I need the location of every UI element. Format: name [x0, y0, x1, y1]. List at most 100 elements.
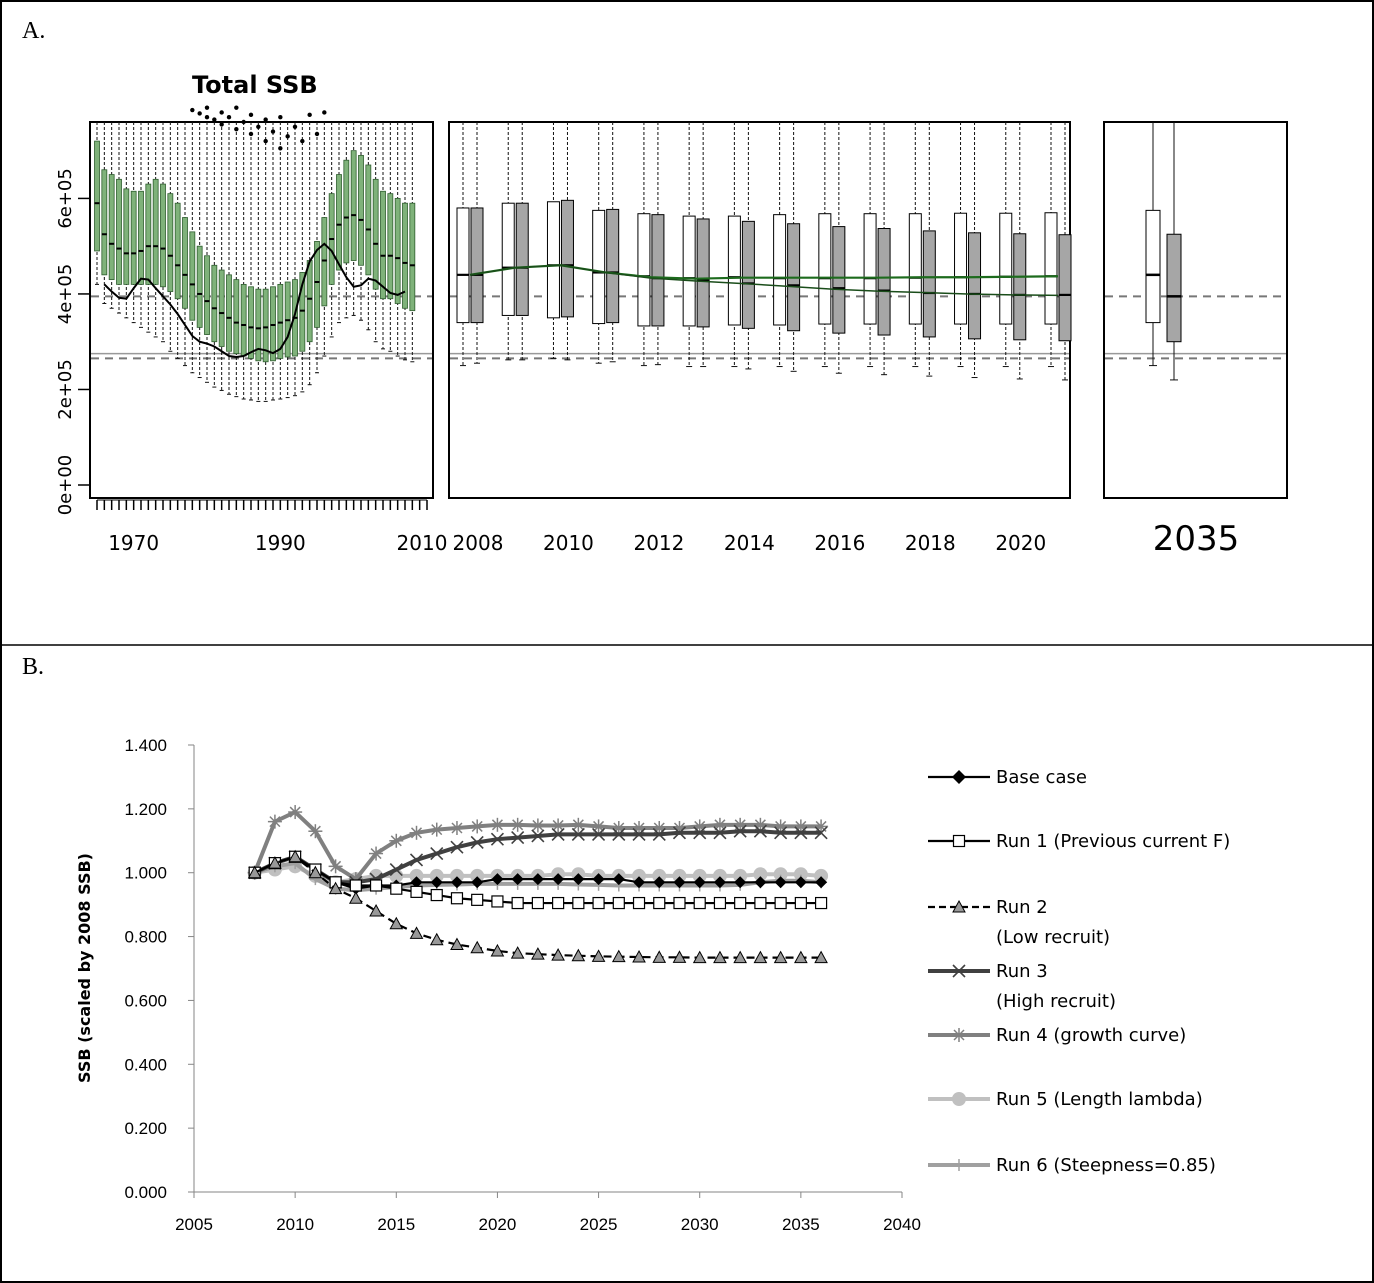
- proj-box-body: [832, 226, 846, 334]
- data-point: [612, 896, 625, 910]
- outlier-point: [226, 115, 232, 120]
- proj-box-body: [651, 214, 665, 327]
- data-point: [431, 824, 443, 836]
- panel-a-chart: Total SSB 0e+00 2e+05 4e+05 6e+05 1970 1990 201…: [55, 71, 1288, 559]
- box-body: [233, 279, 240, 355]
- box-body: [196, 245, 203, 328]
- data-point: [532, 819, 544, 831]
- data-point: [774, 896, 787, 910]
- b-y-tick-label: 1.000: [124, 864, 167, 883]
- data-point: [551, 948, 565, 961]
- data-point: [552, 873, 565, 886]
- box-body: [160, 183, 166, 288]
- data-point: [430, 888, 443, 902]
- outlier-point: [285, 134, 290, 139]
- data-point: [591, 949, 606, 962]
- data-point: [612, 873, 625, 886]
- box-body: [299, 272, 306, 352]
- b-y-tick-label: 1.400: [124, 736, 167, 755]
- data-point: [794, 950, 808, 964]
- data-point: [450, 840, 464, 854]
- data-point: [713, 876, 726, 889]
- data-point: [653, 896, 666, 910]
- legend-label: Run 6 (Steepness=0.85): [996, 1155, 1216, 1176]
- data-point: [592, 827, 606, 841]
- b-y-tick-label: 0.400: [124, 1055, 167, 1074]
- panel-a-label: A.: [22, 18, 46, 44]
- data-point: [713, 896, 727, 910]
- data-point: [308, 865, 323, 879]
- outlier-point: [248, 131, 254, 137]
- b-x-tick-label: 2015: [377, 1215, 415, 1234]
- proj-box-body: [1013, 233, 1027, 341]
- data-point: [450, 937, 464, 951]
- data-point: [632, 949, 646, 963]
- b-y-axis-title: SSB (scaled by 2008 SSB): [75, 853, 94, 1083]
- data-point: [632, 827, 646, 841]
- data-point: [410, 876, 423, 889]
- term-box-body: [1145, 209, 1161, 324]
- proj-box-body: [470, 207, 484, 324]
- data-point: [652, 950, 667, 963]
- legend-label: Base case: [996, 767, 1087, 788]
- box-body: [372, 178, 379, 290]
- box-body: [218, 269, 225, 347]
- outlier-point: [278, 146, 283, 151]
- data-point: [632, 868, 647, 883]
- data-point: [673, 876, 686, 889]
- data-point: [531, 896, 544, 910]
- data-point: [734, 896, 747, 910]
- legend-label: Run 5 (Length lambda): [996, 1089, 1203, 1110]
- panel-b-label: B.: [22, 654, 45, 680]
- data-point: [714, 819, 726, 831]
- data-point: [269, 816, 281, 828]
- outlier-point: [278, 115, 283, 120]
- data-point: [450, 876, 463, 889]
- outlier-point: [307, 112, 312, 118]
- legend-marker: [952, 899, 966, 913]
- x-tick-label: 2010: [397, 531, 448, 555]
- box-body: [248, 286, 254, 359]
- data-point: [552, 896, 565, 910]
- data-point: [247, 865, 262, 879]
- b-x-tick-label: 2020: [479, 1215, 517, 1234]
- legend-marker: [952, 770, 966, 784]
- x-tick-label: 2010: [543, 531, 594, 555]
- data-point: [611, 949, 626, 963]
- chart-a-title: Total SSB: [192, 71, 318, 99]
- b-y-tick-label: 1.200: [124, 800, 167, 819]
- data-point: [471, 893, 484, 906]
- series-2: [247, 849, 828, 964]
- data-point: [814, 868, 829, 883]
- data-point: [653, 876, 666, 889]
- proj-box-body: [546, 201, 560, 319]
- box-body: [130, 190, 137, 285]
- b-y-tick-label: 0.000: [124, 1183, 167, 1202]
- data-point: [592, 896, 605, 910]
- data-point: [572, 896, 585, 910]
- data-point: [369, 903, 383, 917]
- proj-box-body: [637, 213, 651, 327]
- data-point: [794, 876, 807, 889]
- data-point: [430, 846, 444, 861]
- box-body: [189, 231, 196, 321]
- data-point: [450, 892, 464, 905]
- legend-label: Run 1 (Previous current F): [996, 831, 1230, 852]
- data-point: [693, 826, 707, 840]
- proj-box-body: [954, 212, 968, 325]
- legend-label-line2: (Low recruit): [996, 927, 1110, 948]
- b-y-tick-label: 0.200: [124, 1119, 167, 1138]
- data-point: [471, 876, 484, 889]
- b-x-tick-label: 2035: [782, 1215, 820, 1234]
- box-body: [108, 174, 115, 281]
- box-body: [270, 286, 276, 362]
- data-point: [713, 826, 727, 840]
- box-body: [226, 274, 232, 352]
- data-point: [449, 868, 464, 883]
- data-point: [409, 868, 424, 883]
- data-point: [389, 916, 404, 930]
- data-point: [571, 827, 585, 841]
- proj-box-body: [1044, 212, 1058, 325]
- outlier-point: [204, 115, 210, 120]
